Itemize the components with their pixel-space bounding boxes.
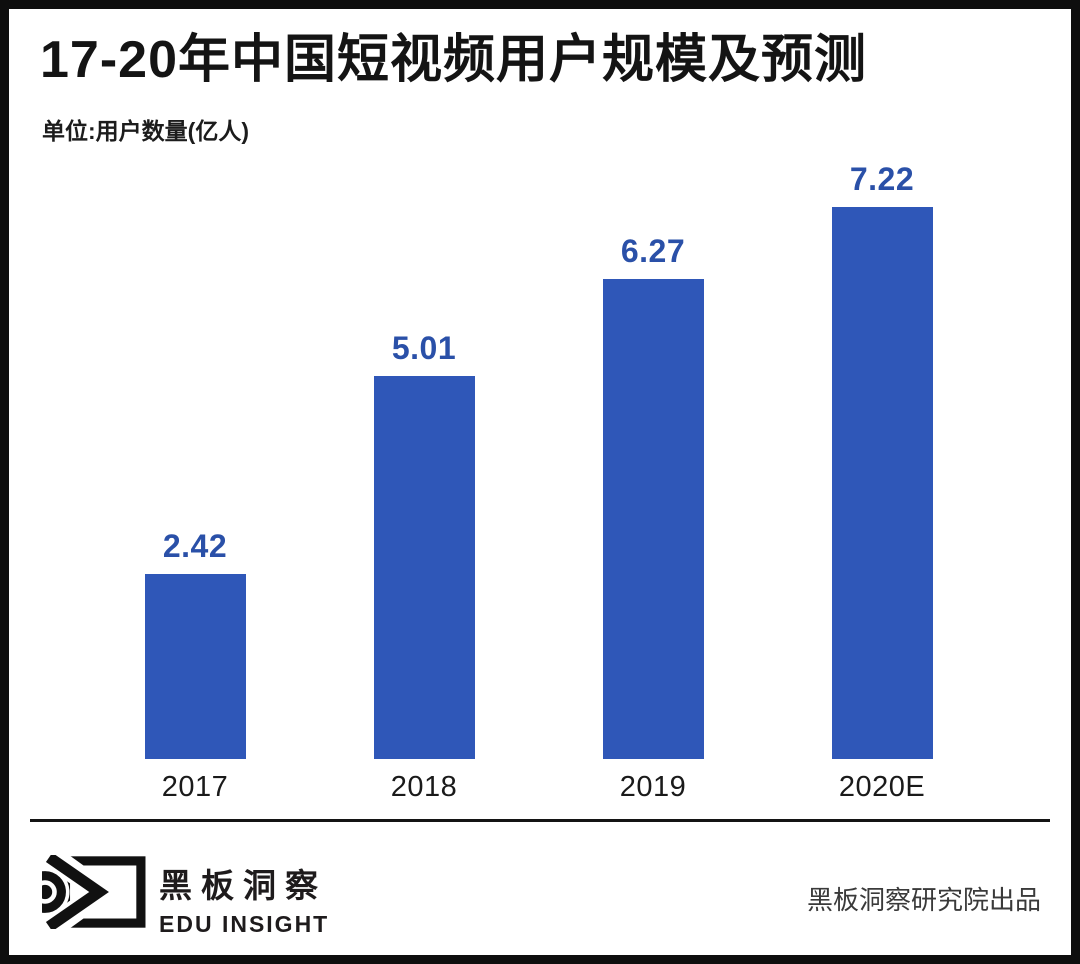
bar	[144, 574, 246, 759]
bar-group-2019: 6.27 2019	[583, 233, 723, 804]
x-axis-label: 2018	[390, 771, 458, 803]
unit-label: 单位:用户数量(亿人)	[42, 118, 249, 144]
x-axis-label: 2019	[619, 771, 687, 803]
value-label: 2.42	[162, 528, 228, 564]
bar	[831, 207, 933, 759]
bar	[373, 376, 475, 759]
value-label: 7.22	[849, 161, 915, 197]
page-title: 17-20年中国短视频用户规模及预测	[40, 31, 867, 89]
value-label: 5.01	[391, 330, 457, 366]
bar-group-2017: 2.42 2017	[125, 528, 265, 804]
footer-divider	[30, 819, 1050, 822]
credit-text: 黑板洞察研究院出品	[806, 885, 1041, 915]
brand-name-cn: 黑板洞察	[159, 867, 327, 904]
brand-logo: 黑板洞察 EDU INSIGHT	[42, 855, 329, 938]
x-axis-label: 2020E	[838, 771, 926, 803]
brand-name-en: EDU INSIGHT	[159, 911, 330, 937]
brand-logo-text: 黑板洞察 EDU INSIGHT	[159, 859, 329, 938]
bar	[602, 279, 704, 759]
eye-logo-icon	[42, 855, 146, 929]
bar-group-2018: 5.01 2018	[354, 330, 494, 804]
value-label: 6.27	[620, 233, 686, 269]
x-axis-label: 2017	[161, 771, 229, 803]
bar-group-2020e: 7.22 2020E	[812, 161, 952, 804]
